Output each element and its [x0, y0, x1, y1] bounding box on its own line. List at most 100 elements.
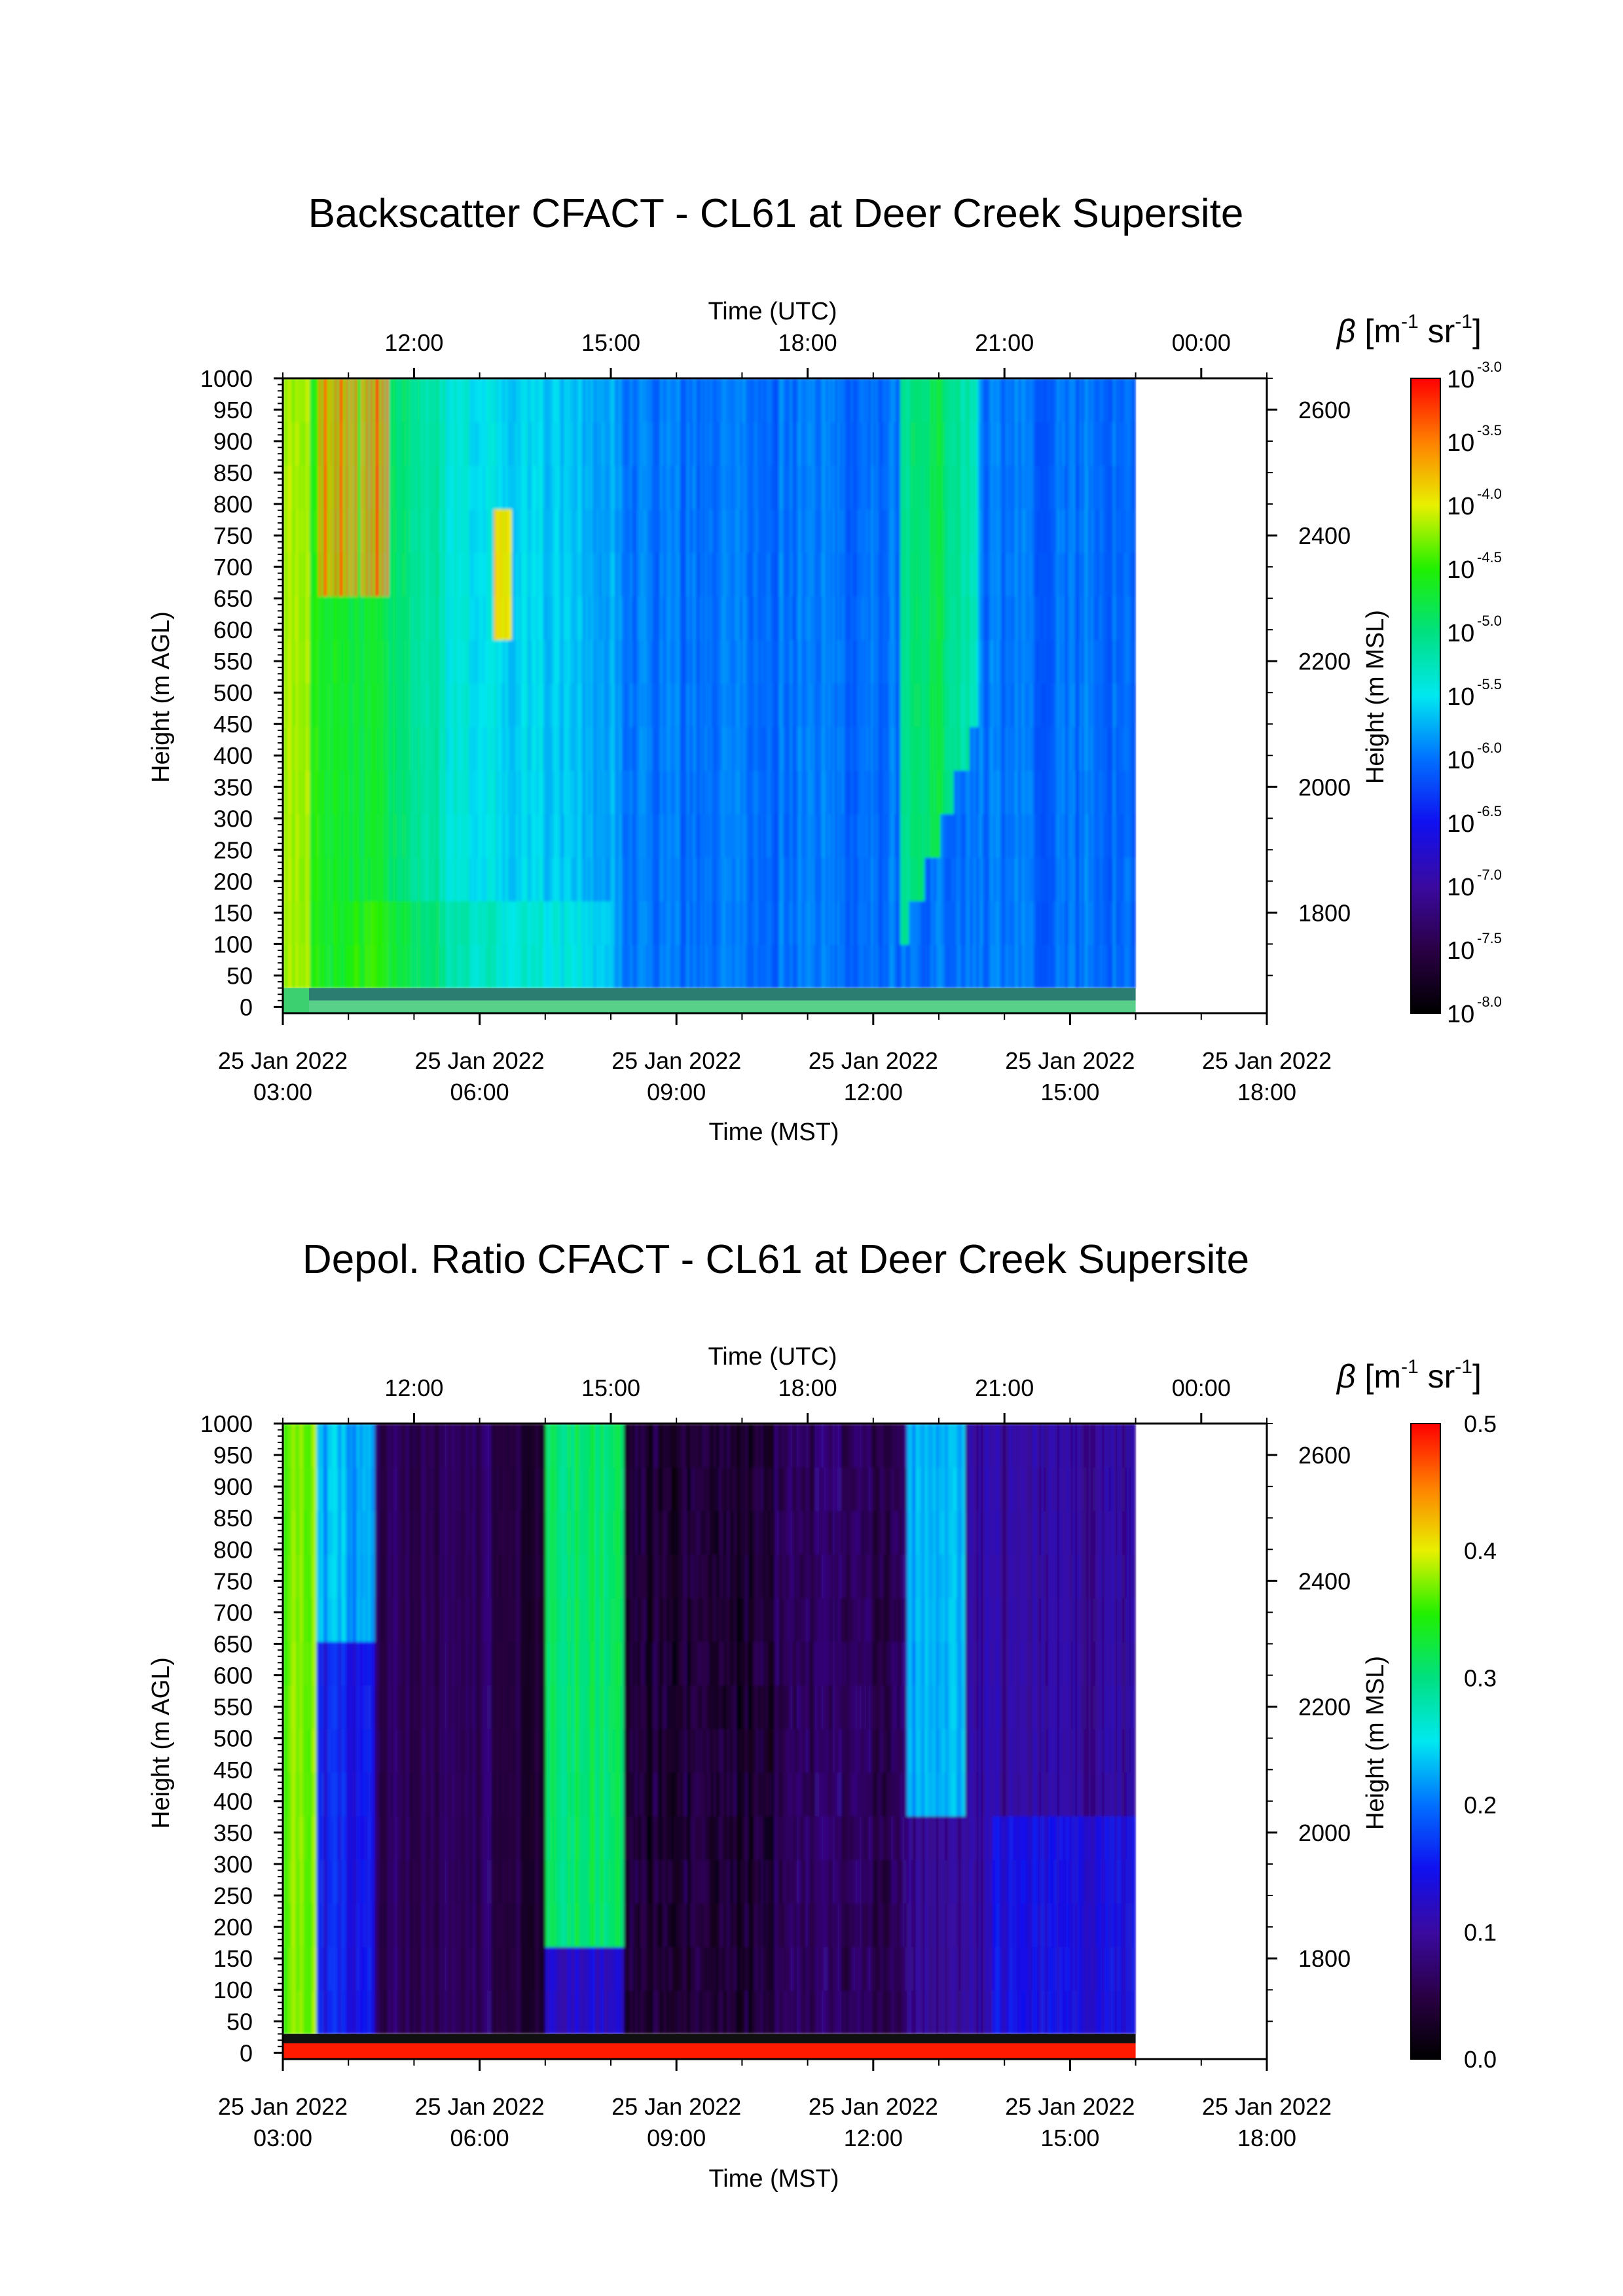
heatmap-cell [996, 901, 1000, 945]
heatmap-cell [1072, 814, 1076, 858]
heatmap-cell [435, 422, 439, 466]
heatmap-cell [769, 857, 773, 902]
heatmap-cell [615, 726, 618, 771]
heatmap-cell [1005, 944, 1008, 989]
heatmap-cell [774, 944, 777, 989]
heatmap-cell [424, 770, 427, 815]
heatmap-cell [617, 944, 620, 989]
heatmap-cell [742, 857, 746, 902]
heatmap-cell [926, 465, 930, 510]
heatmap-cell [554, 944, 557, 989]
heatmap-cell [624, 465, 627, 510]
heatmap-cell [949, 639, 953, 684]
heatmap-cell [816, 770, 820, 815]
backscatter-panel: Backscatter CFACT - CL61 at Deer Creek S… [147, 191, 1502, 1146]
heatmap-cell [305, 726, 308, 771]
heatmap-cell [729, 770, 733, 815]
heatmap-cell [610, 944, 613, 989]
heatmap-cell [1070, 770, 1074, 815]
heatmap-cell [368, 378, 371, 423]
heatmap-cell [976, 509, 979, 553]
heatmap-cell [805, 552, 809, 597]
heatmap-cell [312, 683, 315, 727]
heatmap-cell [314, 378, 318, 423]
heatmap-cell [646, 857, 649, 902]
heatmap-cell [714, 814, 717, 858]
heatmap-cell [761, 944, 764, 989]
heatmap-cell [444, 596, 447, 640]
heatmap-cell [810, 639, 813, 684]
heatmap-cell [931, 770, 934, 815]
heatmap-cell [520, 770, 524, 815]
heatmap-cell [651, 814, 654, 858]
heatmap-cell [985, 944, 988, 989]
heatmap-cell [332, 552, 335, 597]
heatmap-cell [1063, 770, 1067, 815]
heatmap-cell [579, 814, 582, 858]
heatmap-cell [541, 683, 544, 727]
heatmap-cell [850, 378, 854, 423]
heatmap-cell [345, 378, 349, 423]
heatmap-cell [439, 639, 443, 684]
heatmap-cell [985, 422, 988, 466]
heatmap-cell [774, 639, 777, 684]
heatmap-cell [581, 857, 584, 902]
heatmap-cell [756, 814, 759, 858]
heatmap-cell [846, 683, 849, 727]
heatmap-cell [1068, 944, 1071, 989]
heatmap-cell [577, 552, 580, 597]
heatmap-cell [462, 683, 465, 727]
heatmap-cell [502, 726, 505, 771]
heatmap-cell [1075, 857, 1078, 902]
heatmap-cell [1034, 552, 1038, 597]
heatmap-cell [819, 857, 822, 902]
heatmap-cell [388, 465, 392, 510]
heatmap-cell [788, 901, 791, 945]
heatmap-cell [590, 378, 593, 423]
heatmap-cell [1034, 422, 1038, 466]
heatmap-cell [962, 770, 966, 815]
heatmap-cell [473, 509, 477, 553]
heatmap-cell [1041, 378, 1044, 423]
heatmap-cell [332, 901, 335, 945]
heatmap-cell [392, 814, 395, 858]
heatmap-cell [579, 596, 582, 640]
heatmap-cell [534, 770, 537, 815]
heatmap-cell [987, 509, 991, 553]
heatmap-cell [767, 422, 771, 466]
heatmap-cell [386, 596, 389, 640]
heatmap-cell [619, 944, 623, 989]
heatmap-cell [718, 901, 721, 945]
heatmap-cell [657, 552, 661, 597]
heatmap-cell [1016, 857, 1019, 902]
heatmap-cell [704, 944, 708, 989]
heatmap-cell [875, 944, 878, 989]
heatmap-cell [552, 726, 555, 771]
heatmap-cell [761, 814, 764, 858]
heatmap-cell [922, 901, 925, 945]
heatmap-cell [1025, 770, 1029, 815]
heatmap-cell [792, 901, 795, 945]
heatmap-cell [812, 683, 816, 727]
heatmap-cell [397, 465, 400, 510]
right-axis-label: Height (m MSL) [1362, 610, 1389, 784]
heatmap-cell [895, 552, 898, 597]
heatmap-cell [828, 422, 831, 466]
heatmap-cell [285, 509, 288, 553]
heatmap-cell [448, 857, 452, 902]
heatmap-cell [1075, 552, 1078, 597]
heatmap-cell [431, 465, 434, 510]
heatmap-cell [1077, 814, 1080, 858]
heatmap-cell [401, 944, 405, 989]
heatmap-cell [404, 552, 407, 597]
heatmap-cell [1021, 814, 1024, 858]
heatmap-cell [826, 944, 829, 989]
heatmap-cell [989, 770, 993, 815]
heatmap-cell [505, 639, 508, 684]
heatmap-cell [879, 378, 883, 423]
heatmap-cell [511, 596, 515, 640]
heatmap-cell [549, 944, 553, 989]
heatmap-cell [314, 814, 318, 858]
heatmap-cell [956, 465, 959, 510]
heatmap-cell [397, 509, 400, 553]
